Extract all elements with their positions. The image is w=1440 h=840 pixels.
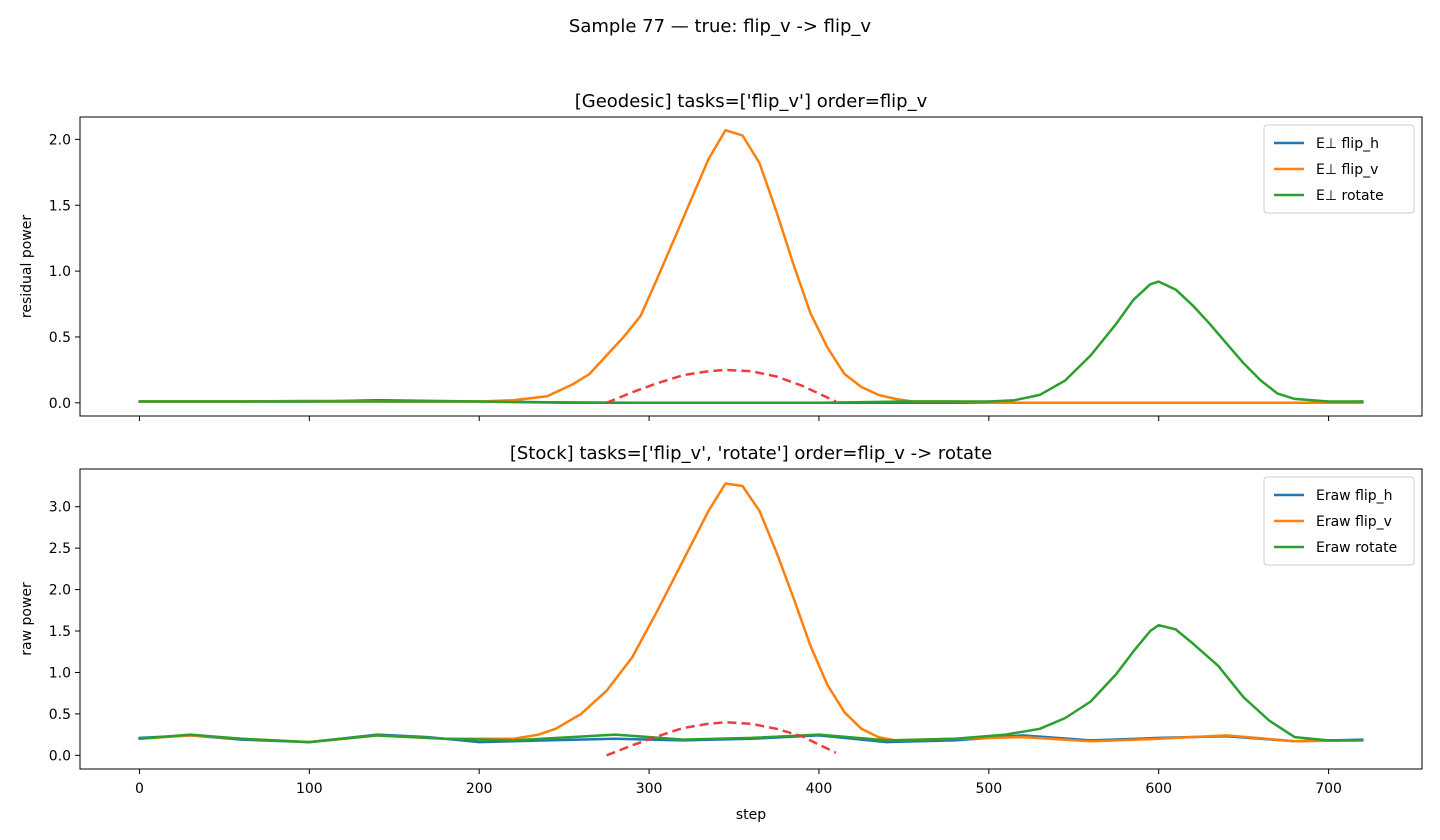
geodesic-ytick-label: 0.5 — [49, 330, 71, 346]
geodesic-ytick-label: 1.5 — [49, 198, 71, 214]
stock-xtick-label: 200 — [466, 781, 493, 797]
stock-legend-label-flip_h: Eraw flip_h — [1316, 488, 1393, 504]
stock-plot-area — [138, 482, 1364, 757]
stock-xtick-label: 700 — [1315, 781, 1342, 797]
geodesic-title: [Geodesic] tasks=['flip_v'] order=flip_v — [575, 91, 928, 112]
geodesic-panel: [Geodesic] tasks=['flip_v'] order=flip_v… — [19, 91, 1423, 421]
stock-legend-label-rotate: Eraw rotate — [1316, 540, 1397, 556]
stock-ylabel: raw power — [19, 582, 35, 656]
geodesic-expected-curve — [606, 368, 837, 404]
stock-ytick-label: 1.5 — [49, 624, 71, 640]
stock-ytick-label: 1.0 — [49, 665, 71, 681]
stock-ytick-label: 0.0 — [49, 748, 71, 764]
figure-suptitle: Sample 77 — true: flip_v -> flip_v — [569, 16, 871, 37]
stock-xtick-label: 0 — [135, 781, 144, 797]
stock-series-flip_v — [138, 482, 1364, 744]
stock-xtick-label: 500 — [975, 781, 1002, 797]
stock-legend-box — [1263, 476, 1415, 566]
geodesic-ytick-label: 0.0 — [49, 396, 71, 412]
stock-series-rotate — [138, 623, 1364, 744]
stock-ytick-label: 3.0 — [49, 500, 71, 516]
geodesic-ytick-label: 1.0 — [49, 264, 71, 280]
geodesic-legend-label-flip_h: E⊥ flip_h — [1316, 136, 1379, 152]
stock-title: [Stock] tasks=['flip_v', 'rotate'] order… — [510, 443, 992, 464]
stock-xlabel: step — [736, 807, 766, 823]
stock-expected-curve — [606, 720, 837, 757]
stock-ytick-label: 2.0 — [49, 583, 71, 599]
geodesic-plot-area — [138, 128, 1364, 405]
stock-xtick-label: 400 — [806, 781, 833, 797]
stock-legend: Eraw flip_h Eraw flip_v Eraw rotate — [1263, 476, 1415, 566]
stock-ytick-label: 0.5 — [49, 707, 71, 723]
geodesic-legend-label-flip_v: E⊥ flip_v — [1316, 162, 1378, 178]
geodesic-legend-label-rotate: E⊥ rotate — [1316, 188, 1384, 204]
geodesic-ylabel: residual power — [19, 215, 35, 318]
geodesic-axes-frame — [79, 116, 1423, 417]
stock-xtick-label: 300 — [636, 781, 663, 797]
stock-xtick-label: 600 — [1145, 781, 1172, 797]
geodesic-legend-box — [1263, 124, 1415, 214]
geodesic-series-rotate — [138, 280, 1364, 405]
geodesic-legend: E⊥ flip_h E⊥ flip_v E⊥ rotate — [1263, 124, 1415, 214]
geodesic-series-flip_v — [138, 128, 1364, 405]
stock-ytick-label: 2.5 — [49, 541, 71, 557]
geodesic-ytick-label: 2.0 — [49, 132, 71, 148]
stock-panel: [Stock] tasks=['flip_v', 'rotate'] order… — [19, 443, 1423, 823]
stock-legend-label-flip_v: Eraw flip_v — [1316, 514, 1392, 530]
stock-axes-frame — [79, 468, 1423, 770]
stock-xtick-label: 100 — [296, 781, 323, 797]
